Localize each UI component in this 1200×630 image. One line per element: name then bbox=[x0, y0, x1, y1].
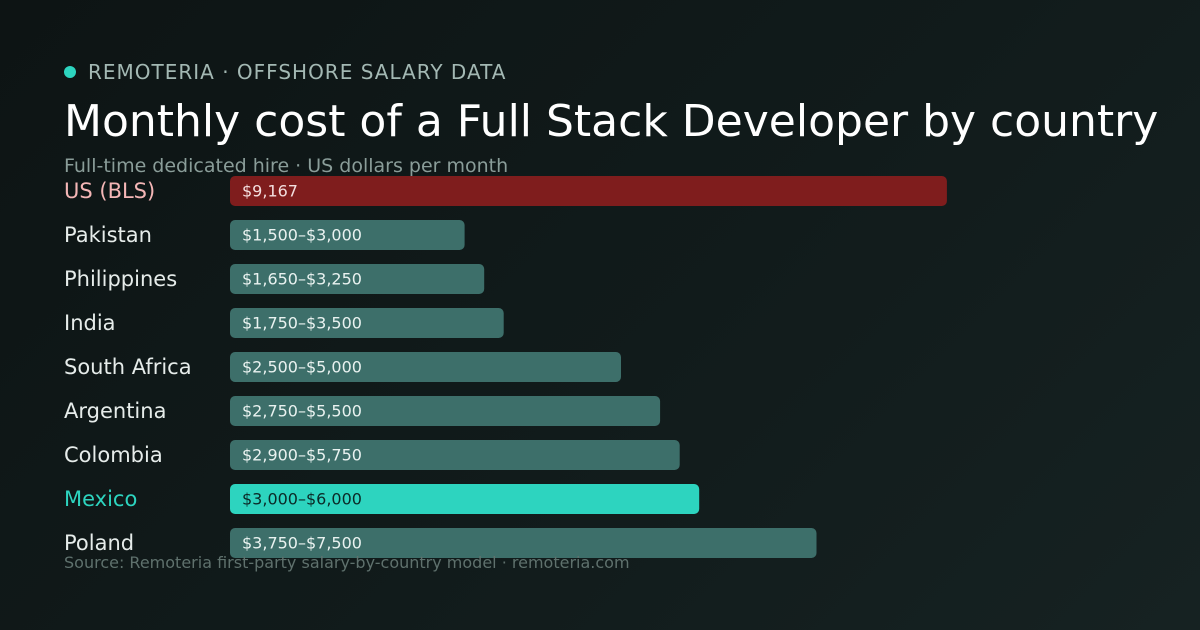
bar-row-poland: Poland $3,750–$7,500 bbox=[64, 528, 817, 558]
bar-philippines bbox=[230, 264, 485, 294]
value-label-philippines: $1,650–$3,250 bbox=[242, 270, 362, 289]
value-label-south-africa: $2,500–$5,000 bbox=[242, 358, 362, 377]
bar-india bbox=[230, 308, 504, 338]
source-note: Source: Remoteria first-party salary-by-… bbox=[64, 553, 630, 572]
value-label-mexico: $3,000–$6,000 bbox=[242, 490, 362, 509]
bar-colombia bbox=[230, 440, 680, 470]
brand-label: REMOTERIA · OFFSHORE SALARY DATA bbox=[88, 60, 507, 84]
brand-header: REMOTERIA · OFFSHORE SALARY DATA bbox=[64, 58, 506, 86]
bar-row-mexico: Mexico $3,000–$6,000 bbox=[64, 484, 700, 514]
bar-row-argentina: Argentina $2,750–$5,500 bbox=[64, 396, 661, 426]
bar-row-us-bls: US (BLS) $9,167 bbox=[64, 176, 947, 206]
brand-dot-icon bbox=[64, 66, 76, 78]
category-label-south-africa: South Africa bbox=[64, 355, 192, 379]
category-label-pakistan: Pakistan bbox=[64, 223, 152, 247]
bar-row-india: India $1,750–$3,500 bbox=[64, 308, 504, 338]
bar-argentina bbox=[230, 396, 661, 426]
value-label-india: $1,750–$3,500 bbox=[242, 314, 362, 333]
value-label-poland: $3,750–$7,500 bbox=[242, 534, 362, 553]
bar-mexico bbox=[230, 484, 700, 514]
value-label-pakistan: $1,500–$3,000 bbox=[242, 226, 362, 245]
bar-row-pakistan: Pakistan $1,500–$3,000 bbox=[64, 220, 465, 250]
bar-row-colombia: Colombia $2,900–$5,750 bbox=[64, 440, 680, 470]
bar-pakistan bbox=[230, 220, 465, 250]
value-label-colombia: $2,900–$5,750 bbox=[242, 446, 362, 465]
category-label-mexico: Mexico bbox=[64, 487, 137, 511]
bar-poland bbox=[230, 528, 817, 558]
category-label-colombia: Colombia bbox=[64, 443, 163, 467]
category-label-poland: Poland bbox=[64, 531, 134, 555]
category-label-us-bls: US (BLS) bbox=[64, 179, 155, 203]
chart-title: Monthly cost of a Full Stack Developer b… bbox=[64, 96, 1159, 147]
bar-row-philippines: Philippines $1,650–$3,250 bbox=[64, 264, 485, 294]
category-label-india: India bbox=[64, 311, 116, 335]
bar-row-south-africa: South Africa $2,500–$5,000 bbox=[64, 352, 621, 382]
value-label-argentina: $2,750–$5,500 bbox=[242, 402, 362, 421]
category-label-argentina: Argentina bbox=[64, 399, 166, 423]
value-label-us-bls: $9,167 bbox=[242, 182, 298, 201]
category-label-philippines: Philippines bbox=[64, 267, 177, 291]
bar-us-bls bbox=[230, 176, 947, 206]
bar-south-africa bbox=[230, 352, 621, 382]
chart-subtitle: Full-time dedicated hire · US dollars pe… bbox=[64, 155, 509, 177]
